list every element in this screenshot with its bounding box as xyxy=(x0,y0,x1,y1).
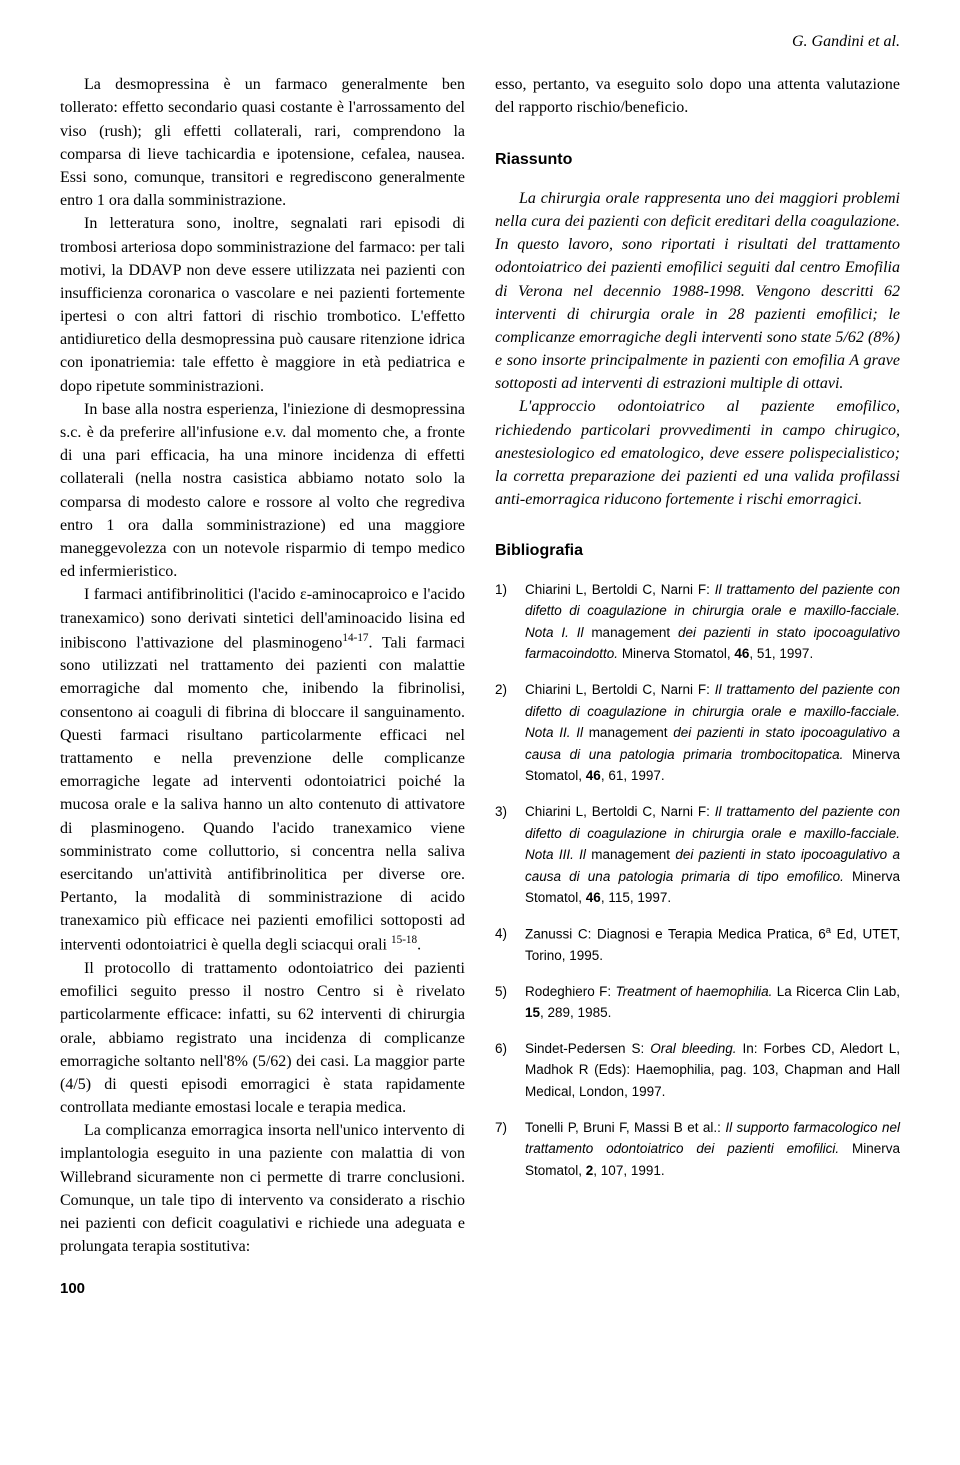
bibliography-list: 1)Chiarini L, Bertoldi C, Narni F: Il tr… xyxy=(495,579,900,1182)
left-column: La desmopressina è un farmaco generalmen… xyxy=(60,73,465,1258)
bibliography-item: 6)Sindet-Pedersen S: Oral bleeding. In: … xyxy=(495,1038,900,1103)
bib-text: Chiarini L, Bertoldi C, Narni F: Il trat… xyxy=(525,579,900,665)
bibliography-heading: Bibliografia xyxy=(495,539,900,562)
bib-text: Rodeghiero F: Treatment of haemophilia. … xyxy=(525,981,900,1024)
two-column-layout: La desmopressina è un farmaco generalmen… xyxy=(60,73,900,1258)
bib-number: 7) xyxy=(495,1117,513,1182)
header-author: G. Gandini et al. xyxy=(60,30,900,53)
riassunto-block: La chirurgia orale rappresenta uno dei m… xyxy=(495,187,900,512)
bib-number: 2) xyxy=(495,679,513,787)
body-paragraph: In base alla nostra esperienza, l'iniezi… xyxy=(60,398,465,584)
body-paragraph: La complicanza emorragica insorta nell'u… xyxy=(60,1119,465,1258)
bib-number: 6) xyxy=(495,1038,513,1103)
bibliography-item: 2)Chiarini L, Bertoldi C, Narni F: Il tr… xyxy=(495,679,900,787)
continuation-paragraph: esso, pertanto, va eseguito solo dopo un… xyxy=(495,73,900,119)
bib-text: Chiarini L, Bertoldi C, Narni F: Il trat… xyxy=(525,679,900,787)
bib-text: Sindet-Pedersen S: Oral bleeding. In: Fo… xyxy=(525,1038,900,1103)
bib-number: 4) xyxy=(495,923,513,967)
bib-number: 5) xyxy=(495,981,513,1024)
right-column: esso, pertanto, va eseguito solo dopo un… xyxy=(495,73,900,1258)
bibliography-item: 5) Rodeghiero F: Treatment of haemophilia… xyxy=(495,981,900,1024)
bib-text: Chiarini L, Bertoldi C, Narni F: Il trat… xyxy=(525,801,900,909)
body-paragraph: La desmopressina è un farmaco generalmen… xyxy=(60,73,465,212)
bibliography-item: 1)Chiarini L, Bertoldi C, Narni F: Il tr… xyxy=(495,579,900,665)
bibliography-item: 7)Tonelli P, Bruni F, Massi B et al.: Il… xyxy=(495,1117,900,1182)
bib-text: Zanussi C: Diagnosi e Terapia Medica Pra… xyxy=(525,923,900,967)
bib-number: 1) xyxy=(495,579,513,665)
body-paragraph: In letteratura sono, inoltre, segnalati … xyxy=(60,212,465,398)
bib-number: 3) xyxy=(495,801,513,909)
riassunto-heading: Riassunto xyxy=(495,148,900,171)
abstract-paragraph: L'approccio odontoiatrico al paziente em… xyxy=(495,395,900,511)
page-number: 100 xyxy=(60,1278,900,1300)
bibliography-item: 4) Zanussi C: Diagnosi e Terapia Medica P… xyxy=(495,923,900,967)
body-paragraph: Il protocollo di trattamento odontoiatri… xyxy=(60,957,465,1119)
abstract-paragraph: La chirurgia orale rappresenta uno dei m… xyxy=(495,187,900,396)
body-paragraph: I farmaci antifibrinolitici (l'acido ε-a… xyxy=(60,583,465,957)
bib-text: Tonelli P, Bruni F, Massi B et al.: Il s… xyxy=(525,1117,900,1182)
bibliography-item: 3)Chiarini L, Bertoldi C, Narni F: Il tr… xyxy=(495,801,900,909)
